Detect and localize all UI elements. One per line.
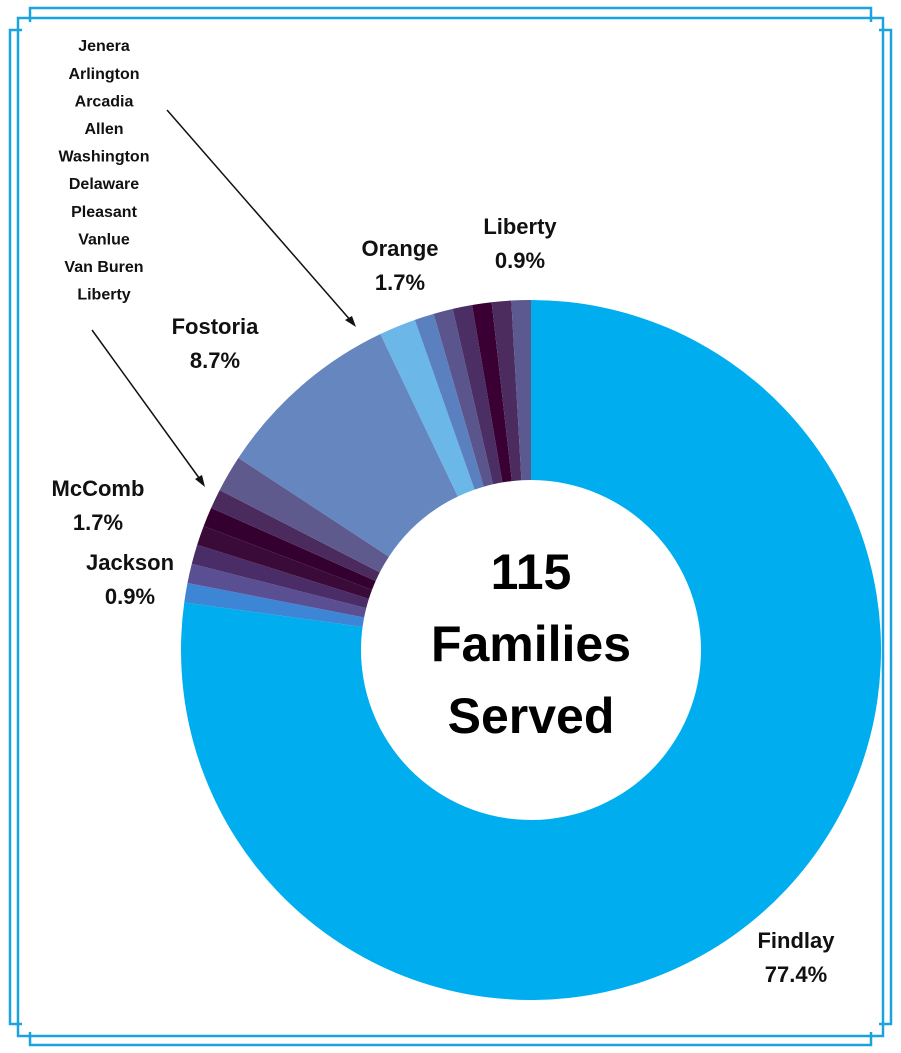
donut-slice bbox=[380, 319, 475, 497]
arrow-head bbox=[345, 316, 356, 327]
arrow-line bbox=[166, 109, 353, 323]
donut-slice bbox=[191, 544, 369, 609]
donut-slice bbox=[197, 526, 373, 599]
donut-slice bbox=[433, 308, 493, 487]
slice-label: Orange bbox=[361, 236, 438, 261]
donut-slice bbox=[187, 563, 367, 618]
list-label: Van Buren bbox=[64, 259, 143, 276]
slice-label: Findlay bbox=[757, 928, 835, 953]
list-label: Delaware bbox=[69, 176, 139, 193]
donut-slice bbox=[219, 457, 389, 573]
arrow-line bbox=[91, 329, 203, 483]
donut-slice bbox=[472, 302, 512, 483]
slice-value-label: 8.7% bbox=[190, 348, 240, 373]
slice-label: Liberty bbox=[483, 214, 557, 239]
arrow-head bbox=[195, 475, 205, 487]
slice-label: Fostoria bbox=[172, 314, 260, 339]
center-text: 115 bbox=[491, 544, 572, 600]
list-label: Arcadia bbox=[75, 93, 134, 110]
donut-slice bbox=[238, 334, 458, 557]
slice-value-label: 77.4% bbox=[765, 962, 827, 987]
slice-value-label: 0.9% bbox=[495, 248, 545, 273]
frame-border bbox=[16, 16, 885, 1038]
slice-value-label: 1.7% bbox=[73, 510, 123, 535]
slice-value-label: 0.9% bbox=[105, 584, 155, 609]
donut-slice bbox=[181, 300, 881, 1000]
donut-slice bbox=[184, 582, 365, 627]
donut-slice bbox=[414, 313, 484, 490]
slice-label: McComb bbox=[52, 476, 145, 501]
donut-slice bbox=[211, 490, 380, 581]
center-text: Families bbox=[431, 616, 631, 672]
donut-slice bbox=[203, 507, 376, 590]
list-label: Arlington bbox=[68, 66, 139, 83]
list-label: Allen bbox=[84, 121, 123, 138]
center-text: Served bbox=[448, 688, 615, 744]
donut-slice bbox=[452, 304, 503, 485]
donut-slice bbox=[511, 300, 531, 481]
slice-value-label: 1.7% bbox=[375, 270, 425, 295]
donut-slice bbox=[491, 300, 522, 482]
list-label: Jenera bbox=[78, 38, 130, 55]
list-label: Pleasant bbox=[71, 204, 137, 221]
list-label: Liberty bbox=[77, 287, 130, 304]
list-label: Washington bbox=[59, 149, 150, 166]
list-label: Vanlue bbox=[78, 231, 130, 248]
slice-label: Jackson bbox=[86, 550, 174, 575]
